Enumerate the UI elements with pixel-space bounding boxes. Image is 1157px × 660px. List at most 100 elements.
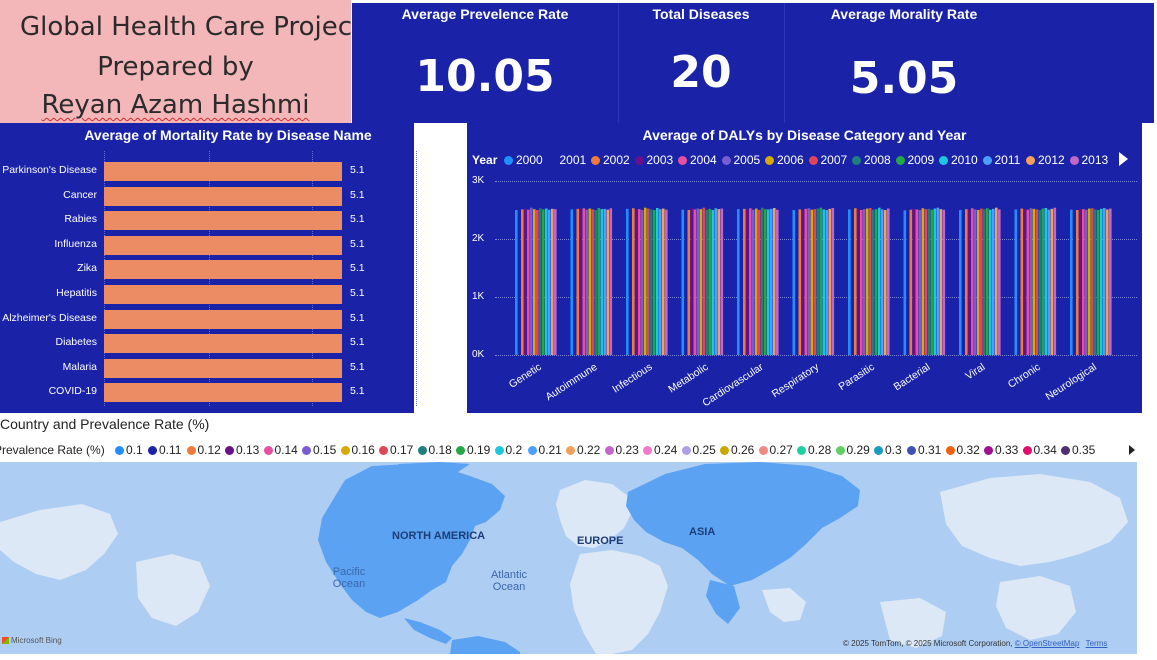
dalys-bar[interactable] (936, 207, 940, 355)
dalys-bar[interactable] (1053, 207, 1057, 355)
legend-next-arrow-icon[interactable] (1119, 152, 1128, 166)
bar[interactable] (104, 334, 342, 354)
dalys-bar[interactable] (629, 209, 632, 355)
dalys-bar[interactable] (1044, 207, 1048, 355)
dalys-bar[interactable] (545, 208, 548, 355)
prevalence-legend-item[interactable]: 0.3 (874, 443, 902, 457)
dalys-bar[interactable] (851, 209, 854, 355)
bar[interactable] (104, 309, 342, 329)
dalys-bar[interactable] (573, 210, 577, 355)
dalys-bar[interactable] (1079, 208, 1082, 355)
prevalence-legend-item[interactable]: 0.25 (681, 443, 716, 457)
dalys-bar[interactable] (632, 208, 635, 355)
dalys-bar[interactable] (681, 209, 685, 355)
dalys-bar[interactable] (872, 209, 875, 355)
dalys-bar[interactable] (795, 208, 799, 355)
dalys-bar[interactable] (554, 209, 557, 355)
dalys-bar[interactable] (536, 210, 539, 355)
dalys-bar[interactable] (585, 209, 589, 355)
dalys-bar[interactable] (687, 210, 691, 355)
dalys-bar[interactable] (1041, 208, 1045, 355)
dalys-bar[interactable] (878, 207, 881, 355)
dalys-bar[interactable] (749, 208, 752, 355)
dalys-bar[interactable] (977, 210, 980, 355)
dalys-bar[interactable] (831, 207, 835, 355)
dalys-bar[interactable] (1047, 209, 1051, 355)
dalys-bar[interactable] (737, 209, 740, 355)
prevalence-legend-item[interactable]: 0.15 (302, 443, 336, 457)
dalys-bar[interactable] (1097, 210, 1100, 355)
legend-item-year[interactable]: 2007 (808, 153, 847, 167)
dalys-bar[interactable] (603, 208, 607, 355)
dalys-bar[interactable] (609, 208, 613, 355)
dalys-bar[interactable] (983, 209, 986, 355)
prevalence-legend-item[interactable]: 0.16 (340, 443, 375, 457)
prevalence-legend-item[interactable]: 0.24 (643, 443, 677, 457)
dalys-bar[interactable] (1070, 209, 1073, 355)
dalys-bar[interactable] (693, 209, 697, 355)
dalys-bar[interactable] (1017, 210, 1021, 355)
prevalence-legend-item[interactable]: 0.13 (225, 443, 259, 457)
dalys-bar[interactable] (644, 207, 647, 355)
dalys-bar[interactable] (995, 207, 998, 355)
dalys-bar[interactable] (752, 209, 755, 355)
dalys-bar[interactable] (1029, 208, 1033, 355)
dalys-bar[interactable] (527, 209, 530, 355)
dalys-bar[interactable] (530, 207, 533, 355)
legend-item-year[interactable]: 2012 (1026, 153, 1065, 167)
dalys-bar[interactable] (887, 208, 890, 355)
dalys-bar[interactable] (1026, 209, 1030, 355)
legend-item-year[interactable]: 2008 (852, 153, 891, 167)
bar[interactable] (104, 235, 342, 255)
dalys-bar[interactable] (720, 208, 724, 355)
dalys-bar[interactable] (570, 209, 574, 355)
dalys-bar[interactable] (825, 210, 829, 355)
bar[interactable] (104, 260, 342, 280)
dalys-bar[interactable] (647, 208, 650, 355)
dalys-bar[interactable] (638, 209, 641, 355)
dalys-bar[interactable] (606, 209, 610, 355)
dalys-bar[interactable] (776, 209, 779, 355)
dalys-bar[interactable] (542, 209, 545, 355)
dalys-bar[interactable] (813, 209, 817, 355)
dalys-bar[interactable] (962, 208, 965, 355)
prevalence-legend-item[interactable]: 0.12 (186, 443, 221, 457)
dalys-bar[interactable] (854, 208, 857, 355)
dalys-bar[interactable] (770, 208, 773, 355)
dalys-bar[interactable] (1106, 209, 1109, 355)
dalys-bar[interactable] (986, 208, 989, 355)
bar[interactable] (104, 383, 342, 403)
dalys-bar[interactable] (819, 207, 823, 355)
dalys-bar[interactable] (909, 209, 913, 355)
legend-item-year[interactable]: 2010 (939, 153, 978, 167)
dalys-bar[interactable] (804, 208, 808, 355)
dalys-bar[interactable] (702, 207, 706, 355)
bar[interactable] (104, 285, 342, 304)
dalys-bar[interactable] (755, 208, 758, 355)
dalys-bar[interactable] (959, 210, 962, 355)
dalys-bar[interactable] (998, 209, 1001, 355)
dalys-bar[interactable] (915, 209, 919, 355)
dalys-bar[interactable] (533, 209, 536, 355)
dalys-bar[interactable] (1035, 209, 1039, 355)
dalys-bar[interactable] (576, 208, 580, 355)
dalys-bar[interactable] (758, 210, 761, 355)
dalys-bar[interactable] (773, 207, 776, 355)
legend-item-year[interactable]: 2002 (591, 153, 630, 167)
dalys-bar[interactable] (918, 210, 922, 355)
dalys-bar[interactable] (662, 208, 665, 355)
world-map[interactable]: NORTH AMERICA EUROPE ASIA Pacific Ocean … (0, 462, 1137, 654)
dalys-bar[interactable] (711, 210, 715, 355)
dalys-bar[interactable] (539, 208, 542, 355)
prevalence-legend-item[interactable]: 0.28 (797, 443, 831, 457)
dalys-bar[interactable] (801, 210, 805, 355)
prevalence-legend-item[interactable]: 0.11 (148, 443, 181, 457)
legend-item-year[interactable]: 2013 (1069, 153, 1108, 167)
dalys-bar[interactable] (690, 208, 694, 355)
prevalence-legend-item[interactable]: 0.17 (379, 443, 413, 457)
dalys-bar[interactable] (588, 208, 592, 355)
legend-item-year[interactable]: 2003 (634, 153, 673, 167)
kpi-card-total-diseases[interactable]: Total Diseases 20 (618, 3, 784, 123)
dalys-bar[interactable] (792, 210, 796, 355)
dalys-bar[interactable] (992, 208, 995, 355)
